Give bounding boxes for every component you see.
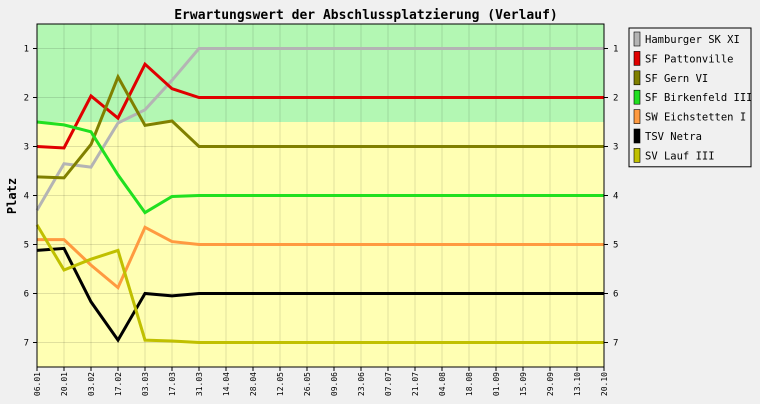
- x-tick-label: 03.03: [141, 372, 150, 396]
- legend-swatch-3: [633, 89, 641, 105]
- series-line-6: [35, 224, 604, 344]
- x-tick-label: 21.07: [411, 372, 420, 396]
- x-tick-label: 18.08: [465, 372, 474, 396]
- series-line-2: [36, 73, 604, 180]
- y-tick-label-right: 5: [613, 241, 618, 251]
- y-tick-label-right: 6: [613, 290, 618, 300]
- y-tick-label-left: 2: [24, 94, 29, 104]
- series-line-0: [35, 47, 604, 211]
- y-tick-label-left: 5: [24, 241, 29, 251]
- y-tick-label-left: 3: [24, 143, 29, 153]
- x-ticks: 06.01 20.01 03.02 17.02 03.03 17.03 31.03 14.04…: [33, 367, 609, 396]
- y-axis-label: Platz: [5, 178, 19, 214]
- y-ticks-left: 1 2 3 4 5 6 7: [24, 45, 37, 349]
- x-tick-label: 01.09: [492, 372, 501, 396]
- x-tick-label: 29.09: [546, 372, 555, 396]
- legend-label-1: SF Pattonville: [645, 53, 734, 65]
- x-tick-label: 15.09: [519, 372, 528, 396]
- x-tick-label: 20.10: [600, 372, 609, 396]
- x-tick-label: 20.01: [60, 372, 69, 396]
- legend-label-5: TSV Netra: [645, 131, 702, 143]
- legend-label-6: SV Lauf III: [645, 150, 715, 162]
- legend-label-4: SW Eichstetten I: [645, 112, 746, 124]
- series-line-4: [37, 225, 604, 291]
- series-line-5: [36, 246, 604, 343]
- y-tick-label-right: 2: [613, 94, 618, 104]
- legend-swatch-5: [633, 128, 641, 144]
- x-tick-label: 31.03: [195, 372, 204, 396]
- x-tick-label: 06.01: [33, 372, 42, 396]
- x-tick-label: 17.02: [114, 372, 123, 396]
- y-tick-label-right: 1: [613, 45, 618, 55]
- y-tick-label-right: 4: [613, 192, 618, 202]
- y-tick-label-right: 3: [613, 143, 618, 153]
- legend-label-2: SF Gern VI: [645, 73, 708, 85]
- legend-swatch-1: [633, 51, 641, 66]
- legend-swatch-2: [633, 70, 641, 86]
- x-tick-label: 17.03: [168, 372, 177, 396]
- x-tick-label: 12.05: [276, 372, 285, 396]
- series-lines: [35, 47, 604, 344]
- x-tick-label: 09.06: [330, 372, 339, 396]
- legend-swatch-0: [633, 31, 641, 47]
- x-tick-label: 26.05: [303, 372, 312, 396]
- y-tick-label-left: 7: [24, 339, 29, 349]
- x-tick-label: 23.06: [357, 372, 366, 396]
- x-tick-label: 14.04: [222, 372, 231, 396]
- x-tick-label: 04.08: [438, 372, 447, 396]
- legend: Hamburger SK XI SF Pattonville SF Gern VI S…: [628, 27, 752, 168]
- y-tick-label-left: 4: [24, 192, 29, 202]
- x-tick-label: 03.02: [87, 372, 96, 396]
- y-tick-label-left: 6: [24, 290, 29, 300]
- legend-box: [628, 27, 752, 168]
- legend-label-3: SF Birkenfeld III: [645, 92, 752, 104]
- y-ticks-right: 1 2 3 4 5 6 7: [604, 45, 618, 349]
- legend-label-0: Hamburger SK XI: [645, 34, 740, 46]
- band-0: [37, 24, 604, 122]
- y-tick-label-left: 1: [24, 45, 29, 55]
- series-line-3: [36, 120, 604, 215]
- legend-swatch-6: [633, 148, 641, 163]
- legend-swatch-4: [633, 109, 641, 124]
- x-tick-label: 13.10: [573, 372, 582, 396]
- series-line-1: [36, 61, 604, 150]
- chart-title: Erwartungswert der Abschlussplatzierung …: [174, 8, 558, 23]
- x-tick-label: 28.04: [249, 372, 258, 396]
- y-tick-label-right: 7: [613, 339, 618, 349]
- x-tick-label: 07.07: [384, 372, 393, 396]
